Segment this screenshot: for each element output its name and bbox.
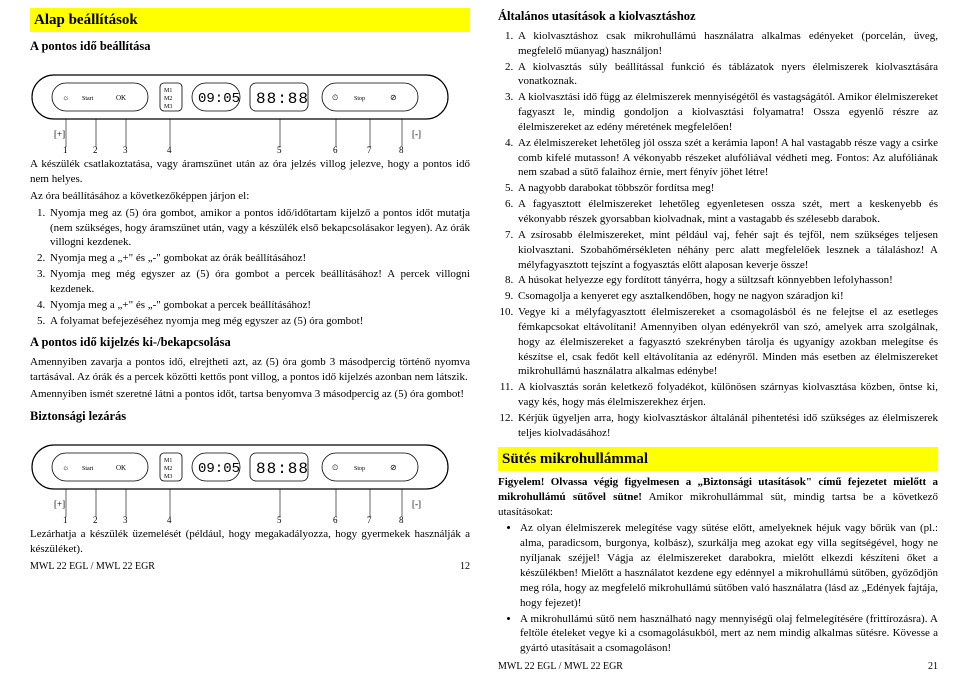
p-warn: Figyelem! Olvassa végig figyelmesen a „B… — [498, 475, 938, 520]
svg-text:M1: M1 — [164, 458, 172, 464]
p-steps-intro: Az óra beállításához a következőképpen j… — [30, 189, 470, 204]
svg-text:1: 1 — [63, 145, 68, 153]
p-connect: A készülék csatlakoztatása, vagy áramszü… — [30, 157, 470, 187]
footer-model-right: MWL 22 EGL / MWL 22 EGR — [498, 660, 623, 674]
svg-text:5: 5 — [277, 145, 282, 153]
footer-model-left: MWL 22 EGL / MWL 22 EGR — [30, 560, 155, 574]
defrost-6: A fagyasztott élelmiszereket lehetőleg e… — [516, 197, 938, 227]
svg-text:M3: M3 — [164, 474, 172, 480]
svg-text:88:88: 88:88 — [256, 460, 309, 478]
defrost-3: A kiolvasztási idő függ az élelmiszerek … — [516, 90, 938, 135]
svg-text:⊘: ⊘ — [390, 463, 397, 472]
defrost-7: A zsírosabb élelmiszereket, mint például… — [516, 228, 938, 273]
svg-text:8: 8 — [399, 515, 404, 523]
svg-text:7: 7 — [367, 515, 372, 523]
svg-text:5: 5 — [277, 515, 282, 523]
defrost-1: A kiolvasztáshoz csak mikrohullámú haszn… — [516, 29, 938, 59]
svg-text:☼: ☼ — [62, 93, 69, 102]
defrost-11: A kiolvasztás során keletkező folyadékot… — [516, 380, 938, 410]
band-microwave-cook: Sütés mikrohullámmal — [498, 447, 938, 471]
svg-text:☼: ☼ — [62, 463, 69, 472]
right-footer: MWL 22 EGL / MWL 22 EGR 21 — [498, 660, 938, 674]
svg-text:M1: M1 — [164, 88, 172, 94]
svg-text:Start: Start — [82, 96, 94, 102]
svg-text:[+]: [+] — [54, 499, 65, 509]
defrost-2: A kiolvasztás súly beállítással funkció … — [516, 60, 938, 90]
svg-text:2: 2 — [93, 515, 98, 523]
defrost-12: Kérjük ügyeljen arra, hogy kiolvasztásko… — [516, 411, 938, 441]
step-5: A folyamat befejezéséhez nyomja meg még … — [48, 314, 470, 329]
step-1: Nyomja meg az (5) óra gombot, amikor a p… — [48, 206, 470, 251]
svg-text:1: 1 — [63, 515, 68, 523]
step-2: Nyomja meg a „+" és „-" gombokat az órák… — [48, 251, 470, 266]
svg-text:[-]: [-] — [412, 499, 421, 509]
ol-defrost: A kiolvasztáshoz csak mikrohullámú haszn… — [498, 29, 938, 441]
p-lock-desc: Lezárhatja a készülék üzemelését (példáu… — [30, 527, 470, 557]
svg-text:09:05: 09:05 — [198, 461, 240, 477]
svg-text:⊘: ⊘ — [390, 93, 397, 102]
p-hide-time: Amennyiben zavarja a pontos idő, elrejth… — [30, 355, 470, 385]
svg-text:M2: M2 — [164, 96, 172, 102]
control-panel-figure-1: ☼ Start OK M1 M2 M3 09:05 88:88 ⏲ Stop ⊘ — [30, 61, 470, 153]
footer-page-left: 12 — [460, 560, 470, 574]
svg-text:OK: OK — [116, 94, 126, 102]
svg-text:Start: Start — [82, 466, 94, 472]
defrost-8: A húsokat helyezze egy fordított tányérr… — [516, 273, 938, 288]
p-show-time: Amennyiben ismét szeretné látni a pontos… — [30, 387, 470, 402]
svg-text:6: 6 — [333, 515, 338, 523]
defrost-9: Csomagolja a kenyeret egy asztalkendőben… — [516, 289, 938, 304]
svg-text:M2: M2 — [164, 466, 172, 472]
svg-text:4: 4 — [167, 145, 172, 153]
svg-text:⏲: ⏲ — [332, 93, 338, 102]
svg-text:Stop: Stop — [354, 466, 365, 472]
left-page: Alap beállítások A pontos idő beállítása… — [30, 8, 470, 674]
right-page: Általános utasítások a kiolvasztáshoz A … — [498, 8, 938, 674]
defrost-5: A nagyobb darabokat többször fordítsa me… — [516, 181, 938, 196]
h-lock: Biztonsági lezárás — [30, 408, 470, 425]
svg-text:6: 6 — [333, 145, 338, 153]
ol-time-steps: Nyomja meg az (5) óra gombot, amikor a p… — [30, 206, 470, 329]
svg-text:3: 3 — [123, 515, 128, 523]
defrost-4: Az élelmiszereket lehetőleg jól ossza sz… — [516, 136, 938, 181]
h-defrost-instructions: Általános utasítások a kiolvasztáshoz — [498, 8, 938, 25]
svg-text:8: 8 — [399, 145, 404, 153]
svg-text:⏲: ⏲ — [332, 463, 338, 472]
step-4: Nyomja meg a „+" és „-" gombokat a perce… — [48, 298, 470, 313]
svg-text:Stop: Stop — [354, 96, 365, 102]
ul-microwave-tips: Az olyan élelmiszerek melegítése vagy sü… — [498, 521, 938, 656]
band-basics: Alap beállítások — [30, 8, 470, 32]
svg-text:[+]: [+] — [54, 129, 65, 139]
tip-2: A mikrohullámú sütő nem használható nagy… — [520, 612, 938, 657]
svg-text:09:05: 09:05 — [198, 91, 240, 107]
svg-text:7: 7 — [367, 145, 372, 153]
left-footer: MWL 22 EGL / MWL 22 EGR 12 — [30, 560, 470, 574]
control-panel-figure-2: ☼ Start OK M1 M2 M3 09:05 88:88 ⏲ Stop ⊘… — [30, 431, 470, 523]
defrost-10: Vegye ki a mélyfagyasztott élelmiszereke… — [516, 305, 938, 379]
svg-text:4: 4 — [167, 515, 172, 523]
footer-page-right: 21 — [928, 660, 938, 674]
svg-text:M3: M3 — [164, 104, 172, 110]
h-onoff: A pontos idő kijelzés ki-/bekapcsolása — [30, 334, 470, 351]
step-3: Nyomja meg még egyszer az (5) óra gombot… — [48, 267, 470, 297]
svg-text:OK: OK — [116, 464, 126, 472]
tip-1: Az olyan élelmiszerek melegítése vagy sü… — [520, 521, 938, 610]
svg-text:88:88: 88:88 — [256, 90, 309, 108]
svg-text:3: 3 — [123, 145, 128, 153]
svg-text:[-]: [-] — [412, 129, 421, 139]
svg-text:2: 2 — [93, 145, 98, 153]
h-set-time: A pontos idő beállítása — [30, 38, 470, 55]
